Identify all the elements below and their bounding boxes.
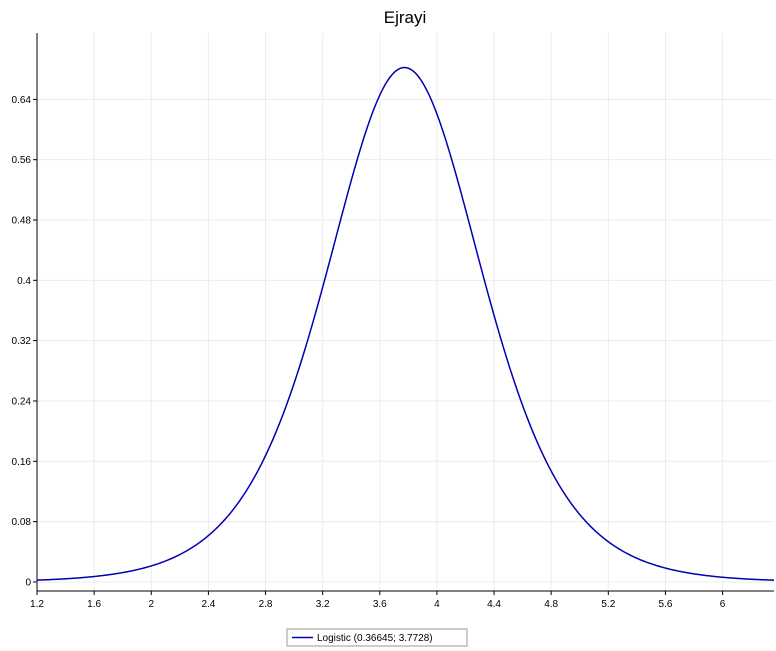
x-tick-label: 5.2 [601,599,615,610]
y-tick-label: 0.64 [12,95,32,106]
y-tick-label: 0.4 [17,276,31,287]
x-tick-label: 2.4 [201,599,215,610]
x-tick-label: 5.6 [658,599,672,610]
x-tick-label: 3.6 [373,599,387,610]
axes [36,33,774,592]
y-tick-label: 0 [25,577,31,588]
series-layer [36,66,775,581]
legend-box [286,628,468,647]
x-tick-label: 4.4 [487,599,501,610]
x-tick-label: 4 [434,599,440,610]
y-tick-label: 0.32 [12,336,32,347]
x-tick-label: 3.2 [316,599,330,610]
y-tick-label: 0.48 [12,216,32,227]
grid [36,33,774,591]
x-tick-label: 1.2 [30,599,44,610]
y-tick-label: 0.16 [12,457,32,468]
y-axis-ticks: 0 0.08 0.16 0.24 0.32 0.4 0.48 0.56 0.64 [12,95,37,588]
x-tick-label: 2.8 [259,599,273,610]
legend[interactable]: Logistic (0.36645; 3.7728) [286,628,468,647]
x-tick-label: 6 [720,599,726,610]
x-axis-ticks: 1.2 1.6 2 2.4 2.8 3.2 3.6 4 4.4 4.8 5.2 5.6 6 [30,591,726,610]
legend-label: Logistic (0.36645; 3.7728) [317,633,433,644]
y-tick-label: 0.56 [12,155,32,166]
x-tick-label: 1.6 [87,599,101,610]
y-tick-label: 0.24 [12,396,32,407]
y-tick-label: 0.08 [12,517,32,528]
series-line [36,66,775,581]
chart-title: Ejrayi [384,8,427,27]
x-tick-label: 4.8 [544,599,558,610]
x-tick-label: 2 [148,599,154,610]
